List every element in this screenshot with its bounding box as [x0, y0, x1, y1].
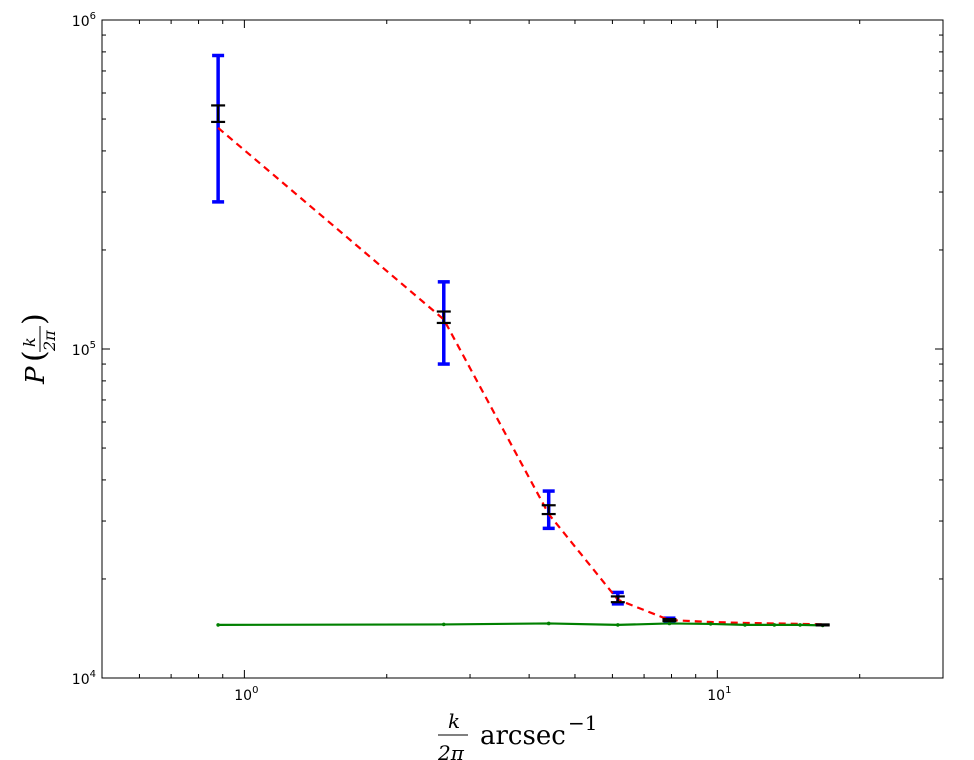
- green-point: [743, 623, 747, 627]
- svg-text:): ): [17, 313, 52, 325]
- x-tick-label: 101: [707, 685, 731, 704]
- svg-text:arcsec: arcsec: [480, 721, 566, 751]
- svg-text:P: P: [21, 366, 51, 385]
- y-tick-label: 105: [72, 340, 96, 359]
- green-point: [667, 621, 672, 626]
- x-axis-label: k 2π arcsec −1: [437, 709, 597, 760]
- green-point: [216, 623, 220, 627]
- y-tick-label: 106: [72, 11, 96, 30]
- green-point: [708, 622, 713, 626]
- svg-text:k: k: [448, 709, 460, 733]
- svg-text:k: k: [20, 337, 39, 347]
- green-noise-line: [218, 622, 823, 627]
- tick-layer: [101, 19, 944, 679]
- green-point: [546, 621, 551, 626]
- series-layer: [211, 53, 830, 628]
- red-dashed-model-line: [217, 127, 823, 626]
- green-point: [772, 623, 777, 627]
- y-axis-label: P ( k 2π ): [17, 313, 59, 385]
- green-point: [441, 622, 446, 627]
- svg-text:−1: −1: [568, 711, 597, 735]
- tick-label-layer: 104 105 106 100 101: [72, 11, 732, 704]
- green-point: [616, 623, 620, 627]
- green-point: [798, 623, 802, 627]
- plot-frame: [101, 19, 944, 679]
- svg-text:2π: 2π: [40, 330, 59, 352]
- svg-text:2π: 2π: [437, 741, 465, 760]
- y-tick-label: 104: [72, 669, 96, 688]
- x-tick-label: 100: [234, 685, 258, 704]
- svg-text:(: (: [17, 350, 52, 362]
